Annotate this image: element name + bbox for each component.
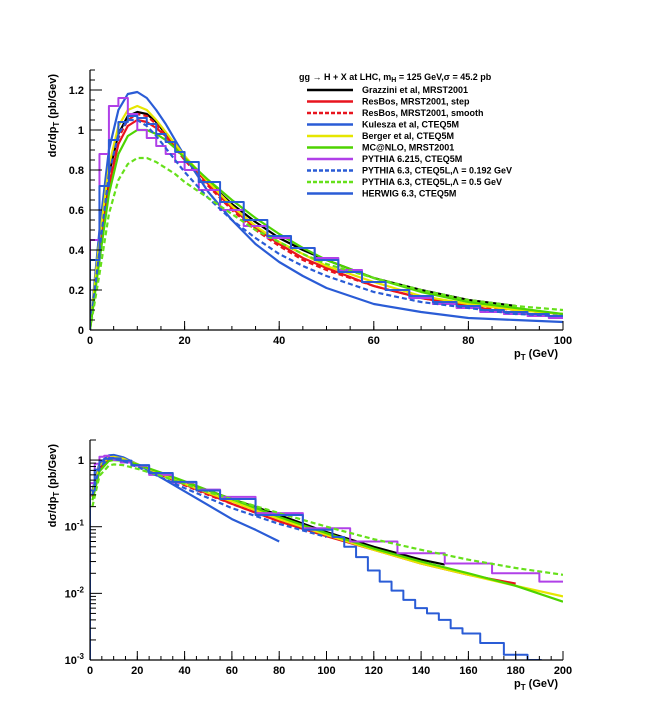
legend-label: PYTHIA 6.3, CTEQ5L,Λ = 0.5 GeV: [362, 177, 502, 187]
x-tick-label: 40: [178, 665, 190, 677]
y-tick-label: 10-3: [65, 652, 85, 667]
legend-label: Berger et al, CTEQ5M: [362, 131, 454, 141]
y-tick-label: 1.2: [69, 85, 84, 97]
series-line-8: [90, 118, 563, 330]
series-line-9: [90, 156, 563, 330]
chart-panel-2: 0 20 40 60 80 100 120 140 160 180 200 10-3 10-2 10-1 1…: [47, 439, 572, 692]
y-tick-label: 0.6: [69, 205, 84, 217]
y-axis-label: dσ/dpT (pb/Gev): [47, 74, 61, 158]
y-tick-label: 1: [78, 125, 84, 137]
x-tick-label: 60: [226, 665, 238, 677]
x-tick-label: 200: [554, 665, 572, 677]
series-line-7: [90, 454, 563, 660]
x-axis-label: pT (GeV): [514, 678, 558, 692]
legend-label: PYTHIA 6.3, CTEQ5L,Λ = 0.192 GeV: [362, 166, 512, 176]
legend-label: PYTHIA 6.215, CTEQ5M: [362, 154, 462, 164]
x-tick-label: 140: [412, 665, 430, 677]
x-tick-label: 180: [507, 665, 525, 677]
legend-label: ResBos, MRST2001, step: [362, 97, 470, 107]
y-tick-label: 1: [78, 455, 84, 467]
series-line-10: [90, 115, 563, 330]
x-tick-label: 80: [273, 665, 285, 677]
y-axis-label: dσ/dpT (pb/Gev): [47, 444, 61, 528]
legend-label: ResBos, MRST2001, smooth: [362, 108, 484, 118]
x-tick-label: 100: [554, 335, 572, 347]
series-line-6: [91, 459, 563, 603]
x-tick-label: 100: [317, 665, 335, 677]
series-line-10: [90, 457, 542, 660]
y-tick-label: 10-1: [65, 519, 85, 534]
y-tick-label: 0: [78, 325, 84, 337]
legend-label: Kulesza et al, CTEQ5M: [362, 120, 459, 130]
x-tick-label: 20: [131, 665, 143, 677]
series-line-7: [90, 97, 563, 330]
x-tick-label: 60: [368, 335, 380, 347]
legend: gg → H + X at LHC, mH = 125 GeV,σ = 45.2…: [299, 72, 512, 199]
series-group: [90, 453, 563, 660]
series-group: [90, 90, 563, 330]
legend-label: HERWIG 6.3, CTEQ5M: [362, 189, 456, 199]
x-axis-label: pT (GeV): [514, 348, 558, 362]
x-tick-label: 160: [459, 665, 477, 677]
series-line-5: [90, 104, 563, 330]
x-tick-label: 40: [273, 335, 285, 347]
series-line-9: [91, 463, 563, 576]
chart-panel-1: 0 20 40 60 80 100 0 0.2 0.4 0.6 0.8 1 1.2 pT (GeV) dσ/…: [47, 69, 572, 362]
series-line-3: [90, 112, 563, 330]
y-tick-label: 0.8: [69, 165, 84, 177]
y-tick-label: 10-2: [65, 585, 85, 600]
series-line-4: [90, 90, 563, 330]
y-tick-label: 0.4: [69, 245, 85, 257]
x-tick-label: 20: [178, 335, 190, 347]
legend-label: Grazzini et al, MRST2001: [362, 85, 468, 95]
legend-label: MC@NLO, MRST2001: [362, 143, 454, 153]
x-tick-label: 120: [365, 665, 383, 677]
x-tick-label: 0: [87, 335, 93, 347]
x-tick-label: 80: [462, 335, 474, 347]
chart-title: gg → H + X at LHC, mH = 125 GeV,σ = 45.2…: [299, 72, 492, 84]
x-tick-label: 0: [87, 665, 93, 677]
y-tick-label: 0.2: [69, 285, 84, 297]
